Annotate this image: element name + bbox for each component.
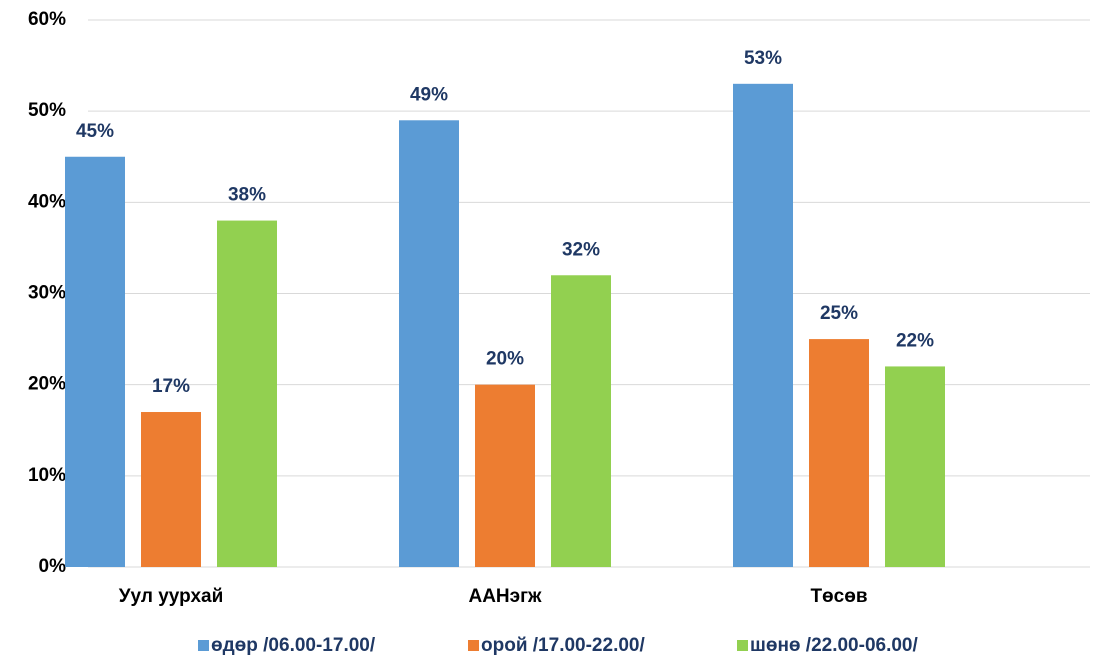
legend-label: шөнө /22.00-06.00/ xyxy=(750,635,919,656)
y-tick-label: 40% xyxy=(28,191,66,212)
bar xyxy=(885,366,945,567)
bar xyxy=(733,83,793,568)
value-label: 45% xyxy=(76,121,114,142)
legend-label: өдөр /06.00-17.00/ xyxy=(211,635,376,656)
y-tick-label: 10% xyxy=(28,465,66,486)
legend-swatch xyxy=(198,640,209,651)
value-label: 25% xyxy=(820,303,858,324)
y-tick-label: 20% xyxy=(28,374,66,395)
y-tick-label: 60% xyxy=(28,9,66,30)
bar xyxy=(399,120,459,568)
value-label: 17% xyxy=(152,376,190,397)
bar xyxy=(551,275,611,567)
bar xyxy=(141,412,201,567)
y-tick-label: 50% xyxy=(28,100,66,121)
value-label: 38% xyxy=(228,185,266,206)
x-tick-label: ААНэгж xyxy=(468,586,542,607)
y-tick-label: 30% xyxy=(28,283,66,304)
bar xyxy=(809,339,869,567)
legend-swatch xyxy=(737,640,748,651)
legend-swatch xyxy=(468,640,479,651)
legend-label: орой /17.00-22.00/ xyxy=(481,635,645,656)
bar xyxy=(65,156,125,567)
value-label: 20% xyxy=(486,349,524,370)
value-label: 53% xyxy=(744,48,782,69)
bar xyxy=(475,384,535,567)
value-label: 49% xyxy=(410,84,448,105)
bar xyxy=(217,220,277,568)
value-label: 32% xyxy=(562,239,600,260)
value-label: 22% xyxy=(896,330,934,351)
y-tick-label: 0% xyxy=(39,556,67,577)
x-tick-label: Уул уурхай xyxy=(119,586,224,607)
x-tick-label: Төсөв xyxy=(810,586,867,607)
